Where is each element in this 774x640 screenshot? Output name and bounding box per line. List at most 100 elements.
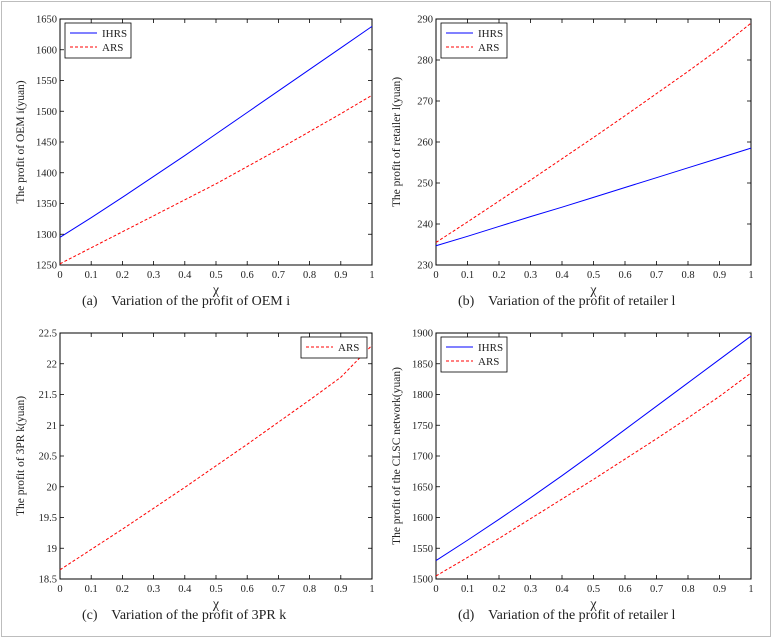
caption-b: (b) Variation of the profit of retailer … xyxy=(458,294,676,309)
y-tick-label: 260 xyxy=(417,138,433,149)
x-tick-label: 0.5 xyxy=(587,270,600,281)
caption-c: (c) Variation of the profit of 3PR k xyxy=(82,608,287,623)
x-tick-label: 0.1 xyxy=(461,584,474,595)
x-tick-label: 0 xyxy=(57,270,62,281)
x-tick-label: 0.9 xyxy=(334,584,347,595)
x-tick-label: 0.4 xyxy=(178,270,192,281)
chart-panel-1: 0 0.1 0.2 0.3 0.4 0.5 0.6 0.7 0.8 0.9 1 230 240 250 26… xyxy=(391,15,754,299)
x-tick-label: 0.2 xyxy=(492,270,505,281)
x-axis-label: χ xyxy=(589,597,597,612)
x-tick-label: 0.9 xyxy=(334,270,347,281)
y-tick-label: 1600 xyxy=(36,45,57,56)
legend-box xyxy=(64,22,132,59)
legend-label: ARS xyxy=(478,42,499,54)
x-axis-label: χ xyxy=(589,283,597,298)
y-tick-label: 19.5 xyxy=(39,513,57,524)
chart-panel-3: 0 0.1 0.2 0.3 0.4 0.5 0.6 0.7 0.8 0.9 1 1500 1550 160… xyxy=(391,329,754,613)
y-tick-label: 1850 xyxy=(412,359,433,370)
y-tick-label: 250 xyxy=(417,179,433,190)
legend-label: ARS xyxy=(478,356,499,368)
y-tick-label: 1900 xyxy=(412,329,433,340)
y-tick-label: 270 xyxy=(417,97,433,108)
x-tick-label: 0.1 xyxy=(461,270,474,281)
caption-d: (d) Variation of the profit of retailer … xyxy=(458,608,676,623)
y-tick-label: 1700 xyxy=(412,452,433,463)
legend-box xyxy=(300,336,368,359)
y-tick-label: 1450 xyxy=(36,138,57,149)
x-tick-label: 0 xyxy=(433,270,438,281)
y-tick-label: 1350 xyxy=(36,199,57,210)
x-tick-label: 0.6 xyxy=(618,270,631,281)
y-tick-label: 1400 xyxy=(36,168,57,179)
y-tick-label: 21.5 xyxy=(39,390,57,401)
y-tick-label: 21 xyxy=(47,421,58,432)
x-tick-label: 0.4 xyxy=(555,270,569,281)
legend-label: IHRS xyxy=(102,28,127,40)
x-tick-label: 0.3 xyxy=(524,584,537,595)
y-axis-label: The profit of retailer l(yuan) xyxy=(391,77,403,207)
y-tick-label: 1750 xyxy=(412,421,433,432)
chart-panel-0: 0 0.1 0.2 0.3 0.4 0.5 0.6 0.7 0.8 0.9 1 1250 1300 135… xyxy=(15,15,375,299)
y-tick-label: 1500 xyxy=(412,575,433,586)
series-line-ars xyxy=(59,94,373,265)
x-tick-label: 0.5 xyxy=(209,584,222,595)
x-tick-label: 0.8 xyxy=(681,584,694,595)
x-tick-label: 0.5 xyxy=(209,270,222,281)
series-line-ihrs xyxy=(435,147,752,247)
chart-panel-2: 0 0.1 0.2 0.3 0.4 0.5 0.6 0.7 0.8 0.9 1 18.5 19 19.5 2… xyxy=(15,329,375,613)
x-tick-label: 0.2 xyxy=(492,584,505,595)
y-tick-label: 240 xyxy=(417,220,433,231)
x-tick-label: 0.8 xyxy=(303,270,316,281)
x-tick-label: 0.6 xyxy=(618,584,631,595)
legend: ARS xyxy=(300,336,368,359)
series-line-ihrs xyxy=(435,335,752,561)
x-tick-label: 0.3 xyxy=(147,584,160,595)
x-axis-label: χ xyxy=(212,597,220,612)
y-tick-label: 1650 xyxy=(36,15,57,26)
y-tick-label: 18.5 xyxy=(39,575,57,586)
plot-area xyxy=(59,18,373,266)
y-tick-label: 290 xyxy=(417,15,433,26)
x-tick-label: 0.7 xyxy=(650,270,663,281)
y-tick-label: 22 xyxy=(47,359,58,370)
series-line-ars xyxy=(435,22,752,243)
x-tick-label: 0.7 xyxy=(650,584,663,595)
x-tick-label: 0.3 xyxy=(524,270,537,281)
x-tick-label: 0.8 xyxy=(681,270,694,281)
legend-box xyxy=(440,22,508,59)
y-tick-label: 20 xyxy=(47,482,58,493)
legend-box xyxy=(440,336,508,373)
x-tick-label: 0.2 xyxy=(116,270,129,281)
series-line-ars xyxy=(59,344,373,571)
legend-label: ARS xyxy=(338,342,359,354)
x-tick-label: 0.7 xyxy=(272,270,285,281)
x-tick-label: 0 xyxy=(57,584,62,595)
series-line-ars xyxy=(435,372,752,577)
caption-a: (a) Variation of the profit of OEM i xyxy=(82,294,291,309)
x-tick-label: 0.1 xyxy=(85,270,98,281)
x-tick-label: 0.9 xyxy=(713,584,726,595)
y-tick-label: 22.5 xyxy=(39,329,57,340)
x-axis-label: χ xyxy=(212,283,220,298)
y-tick-label: 280 xyxy=(417,56,433,67)
x-tick-label: 0.4 xyxy=(555,584,569,595)
x-tick-label: 1 xyxy=(748,270,753,281)
y-tick-label: 1550 xyxy=(36,76,57,87)
x-tick-label: 1 xyxy=(369,270,374,281)
x-tick-label: 0.2 xyxy=(116,584,129,595)
series-line-ihrs xyxy=(59,25,373,238)
y-axis-label: The profit of the CLSC network(yuan) xyxy=(391,367,403,545)
x-tick-label: 1 xyxy=(369,584,374,595)
y-tick-label: 1650 xyxy=(412,482,433,493)
y-tick-label: 1800 xyxy=(412,390,433,401)
legend: IHRS ARS xyxy=(64,22,132,59)
plot-area xyxy=(59,332,373,580)
y-tick-label: 1600 xyxy=(412,513,433,524)
plot-area xyxy=(435,332,752,580)
y-tick-label: 1550 xyxy=(412,544,433,555)
legend: IHRS ARS xyxy=(440,336,508,373)
y-tick-label: 230 xyxy=(417,261,433,272)
x-tick-label: 0.4 xyxy=(178,584,192,595)
legend-label: IHRS xyxy=(478,28,503,40)
